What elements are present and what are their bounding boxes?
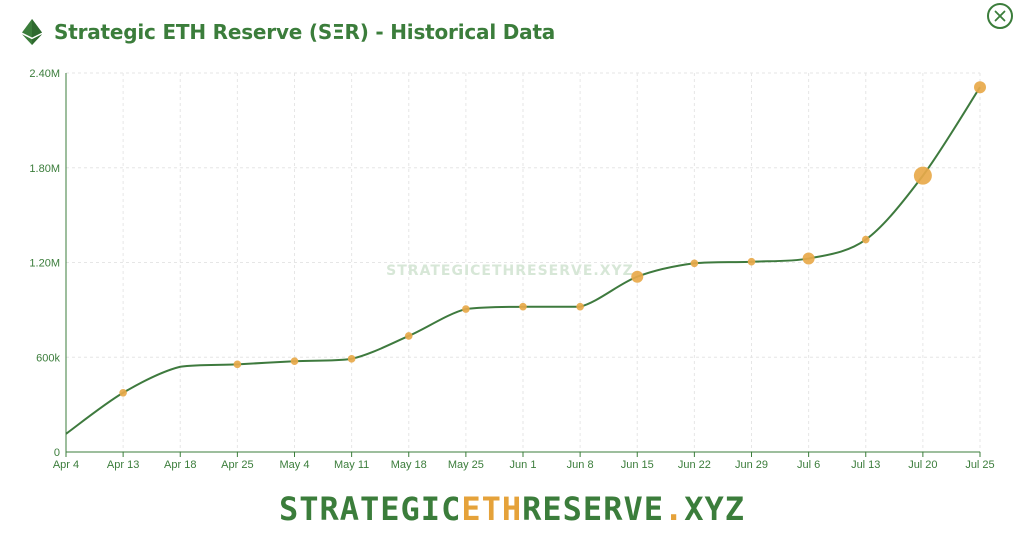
footer-logo: STRATEGICETHRESERVE.XYZ — [0, 490, 1024, 528]
page-title: Strategic ETH Reserve (SΞR) - Historical… — [54, 20, 556, 44]
x-tick-label: Jun 15 — [621, 459, 654, 471]
data-point — [631, 270, 644, 283]
x-tick-label: Apr 4 — [53, 459, 79, 471]
series-line — [65, 86, 981, 435]
x-tick-label: Jul 13 — [851, 459, 880, 471]
chart-markers — [119, 81, 986, 397]
y-tick-label: 1.20M — [29, 258, 60, 270]
chart-series — [65, 86, 981, 435]
data-point — [347, 355, 356, 363]
footer-logo-xyz: XYZ — [684, 490, 746, 528]
data-point — [404, 332, 413, 340]
close-icon — [994, 10, 1006, 22]
data-point — [974, 81, 986, 94]
y-tick-label: 2.40M — [29, 68, 60, 80]
x-tick-label: Jun 1 — [510, 459, 537, 471]
data-point — [747, 257, 756, 266]
close-button[interactable] — [987, 3, 1013, 29]
x-tick-label: Apr 13 — [107, 459, 139, 471]
chart-watermark: STRATEGICETHRESERVE.XYZ — [386, 263, 634, 279]
x-tick-label: Jul 20 — [908, 459, 937, 471]
footer-logo-strategic: STRATEGIC — [278, 490, 462, 528]
data-point — [233, 360, 242, 369]
data-point — [290, 357, 299, 365]
data-point — [861, 235, 870, 244]
x-tick-label: Apr 18 — [164, 459, 196, 471]
data-point — [462, 305, 470, 313]
x-tick-label: May 18 — [391, 459, 427, 471]
chart-axes: 0 600k 1.20M 1.80M 2.40M Apr 4 Apr 13 Apr 18 Apr… — [29, 68, 994, 471]
x-tick-label: May 4 — [280, 459, 310, 471]
footer-logo-reserve: RESERVE — [522, 490, 664, 528]
x-tick-label: May 11 — [334, 459, 369, 471]
footer-logo-eth: ETH — [461, 490, 523, 528]
x-tick-label: May 25 — [448, 459, 484, 471]
data-point — [119, 388, 127, 397]
history-chart: 0 600k 1.20M 1.80M 2.40M Apr 4 Apr 13 Apr 18 Apr… — [29, 68, 994, 471]
x-tick-label: Jun 29 — [735, 459, 768, 471]
header: Strategic ETH Reserve (SΞR) - Historical… — [22, 16, 555, 48]
y-tick-label: 0 — [54, 447, 60, 459]
data-point — [576, 302, 584, 311]
x-tick-label: Apr 25 — [221, 459, 253, 471]
data-point — [519, 302, 527, 311]
data-point — [690, 259, 699, 268]
x-tick-label: Jun 22 — [678, 459, 711, 471]
ethereum-diamond-icon — [22, 19, 42, 45]
data-point — [913, 166, 932, 185]
x-tick-label: Jul 25 — [965, 459, 994, 471]
y-tick-label: 1.80M — [29, 163, 60, 175]
footer-logo-dot: . — [663, 490, 685, 528]
x-tick-label: Jun 8 — [567, 459, 594, 471]
y-tick-label: 600k — [36, 352, 60, 364]
data-point — [802, 252, 815, 265]
x-tick-label: Jul 6 — [797, 459, 820, 471]
chart-grid — [66, 72, 981, 452]
